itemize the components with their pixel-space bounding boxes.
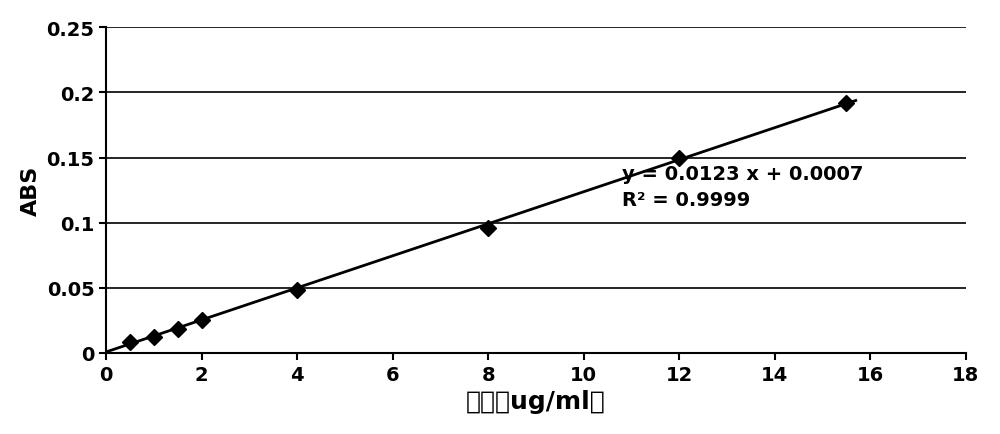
Text: y = 0.0123 x + 0.0007: y = 0.0123 x + 0.0007 (622, 164, 863, 183)
Y-axis label: ABS: ABS (21, 165, 41, 216)
X-axis label: 含量（ug/ml）: 含量（ug/ml） (466, 389, 606, 413)
Text: R² = 0.9999: R² = 0.9999 (622, 190, 750, 209)
